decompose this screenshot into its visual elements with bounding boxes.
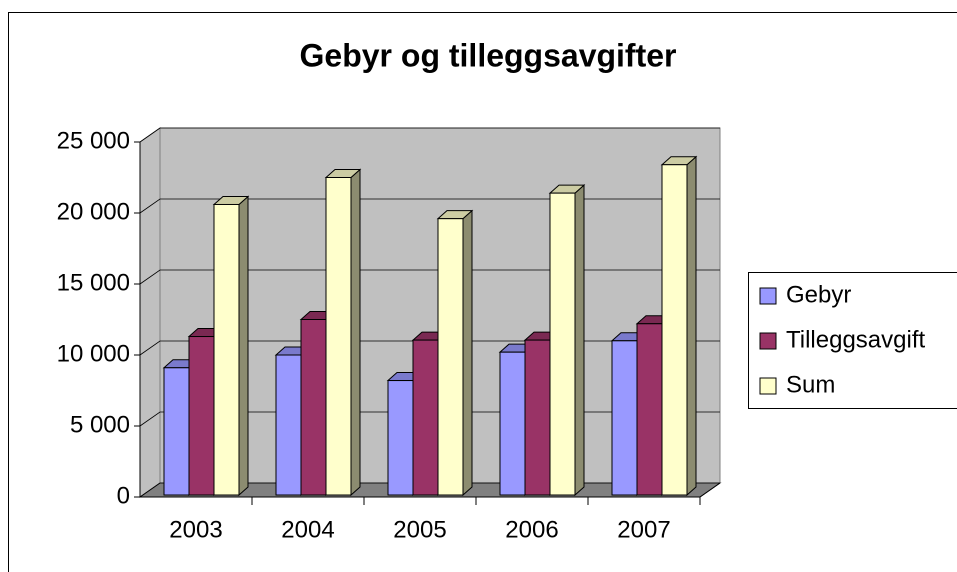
legend-swatch	[759, 332, 777, 350]
grid-line	[139, 198, 720, 214]
legend-label: Tilleggsavgift	[786, 326, 926, 353]
y-tick-label: 10 000	[57, 340, 130, 367]
x-tick-label: 2006	[505, 516, 558, 543]
bar-front	[636, 323, 663, 496]
y-tick-label: 25 000	[57, 127, 130, 154]
bar-front	[213, 203, 240, 496]
grid-line	[139, 269, 720, 285]
bar-front	[387, 380, 414, 496]
legend	[748, 272, 957, 409]
bar	[548, 184, 586, 497]
bar-front	[524, 339, 551, 496]
bar-front	[275, 354, 302, 496]
legend-label: Gebyr	[786, 281, 851, 308]
x-tick-label: 2005	[393, 516, 446, 543]
y-tick-label: 15 000	[57, 269, 130, 296]
bar-front	[188, 336, 215, 496]
bar-front	[661, 164, 688, 496]
chart-title: Gebyr og tilleggsavgifter	[300, 37, 677, 73]
bar-front	[163, 367, 190, 496]
bar-front	[611, 340, 638, 496]
bar-front	[549, 192, 576, 496]
grid-line	[139, 127, 720, 143]
bar	[436, 209, 474, 497]
y-tick-label: 0	[117, 482, 130, 509]
x-tick-label: 2004	[281, 516, 334, 543]
legend-swatch	[759, 287, 777, 305]
bar-side	[350, 168, 361, 497]
bar	[660, 155, 698, 497]
x-axis-depth	[699, 482, 721, 498]
bar-side	[238, 195, 249, 497]
bar-side	[462, 209, 473, 497]
bar-front	[499, 351, 526, 496]
y-tick-label: 5 000	[70, 411, 130, 438]
legend-swatch	[759, 377, 777, 395]
bar-front	[412, 339, 439, 496]
x-tick-label: 2003	[169, 516, 222, 543]
bar-front	[437, 218, 464, 496]
side-wall	[139, 127, 161, 498]
bar-side	[686, 155, 697, 497]
x-tick-label: 2007	[617, 516, 670, 543]
legend-label: Sum	[786, 371, 835, 398]
bar-front	[325, 177, 352, 496]
bar	[212, 195, 250, 497]
bar	[324, 168, 362, 497]
bar-front	[300, 319, 327, 496]
y-tick-label: 20 000	[57, 198, 130, 225]
bar-side	[574, 184, 585, 497]
